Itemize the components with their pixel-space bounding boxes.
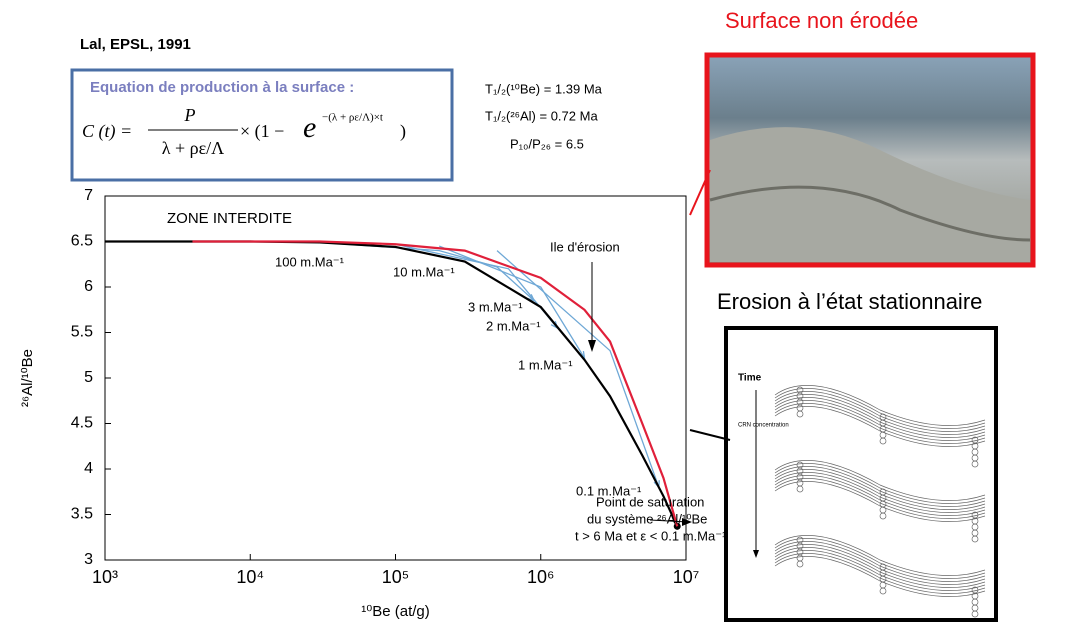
profile bbox=[774, 400, 986, 441]
profile bbox=[774, 538, 986, 579]
series-line bbox=[395, 243, 558, 329]
arrow-head bbox=[682, 518, 692, 526]
diagram-title: Erosion à l’état stationnaire bbox=[717, 289, 982, 314]
diagram-label: CRN concentration bbox=[738, 423, 789, 429]
sample bbox=[796, 560, 804, 568]
profile bbox=[774, 394, 986, 435]
annotation: ZONE INTERDITE bbox=[167, 210, 292, 227]
annotation: du système ²⁶Al/¹⁰Be bbox=[587, 511, 707, 526]
sample bbox=[971, 535, 979, 543]
connector bbox=[689, 169, 711, 216]
x-tick-label: 10³ bbox=[92, 567, 118, 587]
annotation: 1 m.Ma⁻¹ bbox=[518, 357, 573, 372]
equation-box bbox=[70, 68, 454, 182]
profile bbox=[774, 481, 986, 522]
eq-lhs: C (t) = bbox=[82, 121, 132, 142]
y-tick-label: 3 bbox=[84, 551, 93, 568]
sample bbox=[796, 485, 804, 493]
photo-crack bbox=[709, 185, 1031, 242]
constant: T₁/₂(¹⁰Be) = 1.39 Ma bbox=[485, 81, 603, 96]
sample bbox=[879, 512, 887, 520]
diagram-curves bbox=[774, 385, 986, 618]
sample bbox=[879, 587, 887, 595]
profile bbox=[774, 550, 986, 591]
equation-title: Equation de production à la surface : bbox=[90, 79, 354, 96]
annotation: 3 m.Ma⁻¹ bbox=[468, 299, 523, 314]
equation: C (t) = P λ + ρε/Λ × (1 − e −(λ + ρε/Λ)×… bbox=[82, 105, 406, 158]
eq-exponent: −(λ + ρε/Λ)×t bbox=[322, 112, 383, 124]
y-tick-label: 5 bbox=[84, 369, 93, 386]
y-axis-label: ²⁶Al/¹⁰Be bbox=[19, 349, 36, 407]
y-tick-label: 7 bbox=[84, 187, 93, 204]
annotation: Point de saturation bbox=[596, 494, 704, 509]
annotation: 0.1 m.Ma⁻¹ bbox=[576, 483, 642, 498]
constant: T₁/₂(²⁶Al) = 0.72 Ma bbox=[485, 108, 598, 123]
y-tick-label: 6.5 bbox=[71, 233, 93, 250]
x-tick-label: 10⁵ bbox=[382, 567, 409, 587]
sample bbox=[879, 437, 887, 445]
diagram-box bbox=[724, 326, 998, 622]
eq-den: λ + ρε/Λ bbox=[162, 138, 224, 158]
time-arrow-head bbox=[753, 550, 759, 558]
arrow-head bbox=[588, 340, 596, 352]
profile bbox=[774, 556, 986, 597]
profile bbox=[774, 535, 986, 576]
annotation: 10 m.Ma⁻¹ bbox=[393, 264, 455, 279]
y-tick-label: 5.5 bbox=[71, 324, 93, 341]
profile bbox=[774, 544, 986, 585]
x-axis-label: ¹⁰Be (at/g) bbox=[361, 603, 430, 620]
profile bbox=[774, 475, 986, 516]
sample bbox=[971, 460, 979, 468]
eq-factor: × (1 − bbox=[240, 121, 284, 142]
constant: P₁₀/P₂₆ = 6.5 bbox=[510, 136, 584, 151]
sample bbox=[971, 610, 979, 618]
eq-e: e bbox=[303, 111, 316, 144]
annotation: t > 6 Ma et ε < 0.1 m.Ma⁻¹ bbox=[575, 528, 727, 543]
profile bbox=[774, 388, 986, 429]
annotation: 2 m.Ma⁻¹ bbox=[486, 318, 541, 333]
profile bbox=[774, 463, 986, 504]
eq-close: ) bbox=[400, 121, 406, 142]
connector bbox=[689, 429, 731, 441]
sample bbox=[796, 410, 804, 418]
series-line bbox=[438, 245, 586, 359]
annotation: Ile d'érosion bbox=[550, 239, 620, 254]
y-tick-label: 4 bbox=[84, 460, 93, 477]
reference: Lal, EPSL, 1991 bbox=[80, 36, 191, 53]
y-tick-label: 6 bbox=[84, 278, 93, 295]
profile bbox=[774, 460, 986, 501]
profile bbox=[774, 406, 986, 447]
x-tick-label: 10⁴ bbox=[236, 567, 264, 587]
arrow bbox=[649, 519, 689, 523]
y-tick-label: 4.5 bbox=[71, 415, 93, 432]
photo-title: Surface non érodée bbox=[725, 8, 918, 33]
eq-num: P bbox=[184, 105, 196, 125]
x-tick-label: 10⁷ bbox=[673, 567, 700, 587]
profile bbox=[774, 385, 986, 426]
photo-rock bbox=[710, 127, 1030, 262]
series-line bbox=[496, 250, 660, 488]
y-tick-label: 3.5 bbox=[71, 506, 93, 523]
x-tick-label: 10⁶ bbox=[527, 567, 554, 587]
profile bbox=[774, 469, 986, 510]
series-line bbox=[192, 240, 679, 527]
diagram-label: Time bbox=[738, 373, 762, 384]
annotation: 100 m.Ma⁻¹ bbox=[275, 254, 345, 269]
